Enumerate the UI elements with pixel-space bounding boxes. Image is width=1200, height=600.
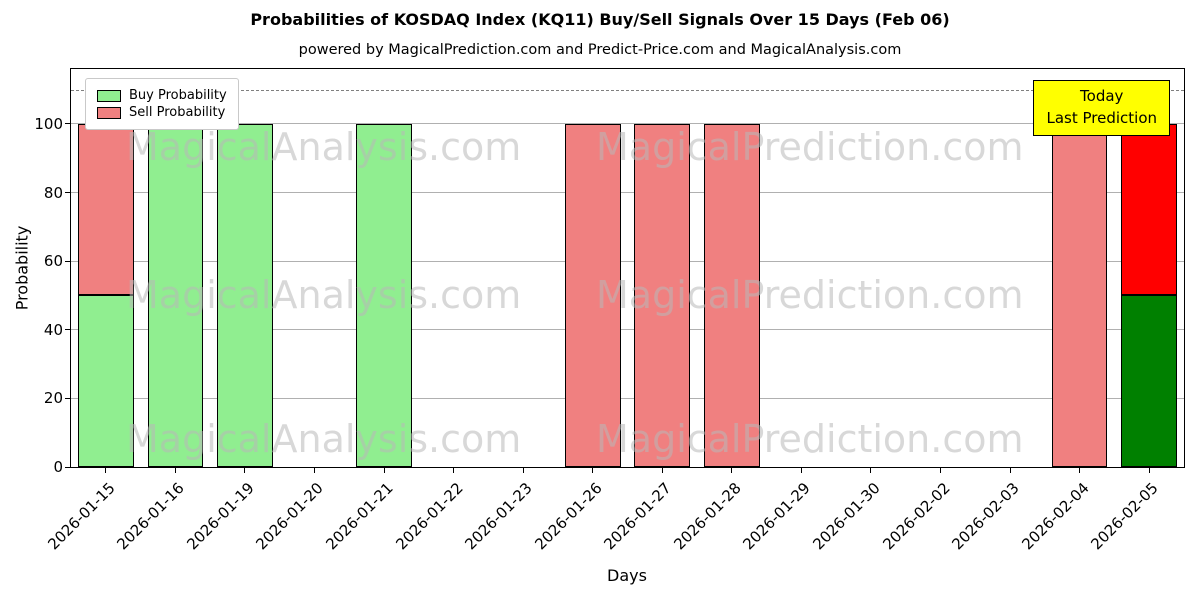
x-tick-label: 2026-01-21 xyxy=(322,479,397,554)
y-tick-mark xyxy=(65,329,71,331)
x-tick-mark xyxy=(1148,468,1150,473)
x-tick-mark xyxy=(174,468,176,473)
x-tick-label: 2026-02-02 xyxy=(878,479,954,554)
sell-swatch-icon xyxy=(97,106,121,119)
x-tick-mark xyxy=(731,468,733,473)
legend-label-buy: Buy Probability xyxy=(129,88,227,103)
y-tick-label: 40 xyxy=(43,320,63,339)
bar-segment-sell xyxy=(704,123,760,467)
x-tick-label: 2026-01-30 xyxy=(809,479,884,554)
x-tick-mark xyxy=(522,468,524,473)
y-tick-label: 100 xyxy=(34,114,63,133)
x-tick-label: 2026-01-23 xyxy=(461,479,536,554)
y-tick-label: 20 xyxy=(43,389,63,408)
x-tick-mark xyxy=(1079,468,1081,473)
bar-segment-sell xyxy=(1121,123,1178,296)
gridline xyxy=(71,260,1184,262)
buy-swatch-icon xyxy=(97,89,121,102)
x-tick-mark xyxy=(244,468,246,473)
x-tick-mark xyxy=(870,468,872,473)
x-tick-label: 2026-02-04 xyxy=(1018,479,1093,554)
y-tick-label: 80 xyxy=(43,183,63,202)
x-tick-label: 2026-01-22 xyxy=(391,479,467,554)
x-tick-mark xyxy=(1009,468,1011,473)
x-tick-mark xyxy=(940,468,942,473)
legend-label-sell: Sell Probability xyxy=(129,105,226,120)
x-tick-label: 2026-01-20 xyxy=(252,479,328,554)
y-tick-mark xyxy=(65,260,71,262)
gridline xyxy=(71,397,1184,399)
bar-segment-sell xyxy=(564,123,621,467)
x-tick-label: 2026-01-29 xyxy=(739,479,815,554)
x-tick-label: 2026-02-03 xyxy=(948,479,1023,554)
y-tick-mark xyxy=(65,466,71,468)
chart-title: Probabilities of KOSDAQ Index (KQ11) Buy… xyxy=(250,10,950,29)
bar-segment-sell xyxy=(77,123,134,296)
y-tick-mark xyxy=(65,123,71,125)
gridline xyxy=(71,192,1184,194)
bar-segment-buy xyxy=(147,123,204,467)
y-tick-mark xyxy=(65,397,71,399)
x-tick-mark xyxy=(800,468,802,473)
bar-segment-buy xyxy=(217,123,273,467)
gridline xyxy=(71,329,1184,331)
y-tick-mark xyxy=(65,192,71,194)
x-tick-mark xyxy=(383,468,385,473)
legend: Buy Probability Sell Probability xyxy=(85,78,239,130)
x-tick-label: 2026-01-16 xyxy=(113,479,189,554)
chart-subtitle: powered by MagicalPrediction.com and Pre… xyxy=(298,42,902,58)
x-tick-label: 2026-01-28 xyxy=(670,479,745,554)
x-tick-label: 2026-01-19 xyxy=(183,479,258,554)
plot-area: Buy Probability Sell Probability 0 20 40 60… xyxy=(34,68,1185,553)
x-tick-label: 2026-01-15 xyxy=(44,479,119,554)
gridline xyxy=(71,123,1184,125)
today-annotation-line1: Today xyxy=(1080,87,1124,105)
legend-item-sell: Sell Probability xyxy=(97,105,227,120)
bar-segment-sell xyxy=(634,123,691,467)
x-tick-mark xyxy=(592,468,594,473)
y-tick-label: 0 xyxy=(53,458,63,476)
x-tick-mark xyxy=(661,468,663,473)
bar-segment-buy xyxy=(77,295,134,467)
x-tick-label: 2026-02-05 xyxy=(1087,479,1162,554)
today-annotation: Today Last Prediction xyxy=(1033,80,1170,136)
bar-segment-buy xyxy=(1121,295,1178,467)
x-tick-mark xyxy=(105,468,107,473)
x-axis-label: Days xyxy=(607,566,647,585)
legend-item-buy: Buy Probability xyxy=(97,88,227,103)
threshold-dashed-line xyxy=(71,89,1184,91)
bar-segment-buy xyxy=(356,123,412,467)
x-tick-label: 2026-01-26 xyxy=(531,479,606,554)
x-tick-mark xyxy=(453,468,455,473)
bar-segment-sell xyxy=(1051,123,1108,467)
x-tick-mark xyxy=(313,468,315,473)
today-annotation-line2: Last Prediction xyxy=(1046,108,1157,127)
y-tick-label: 60 xyxy=(43,252,63,271)
